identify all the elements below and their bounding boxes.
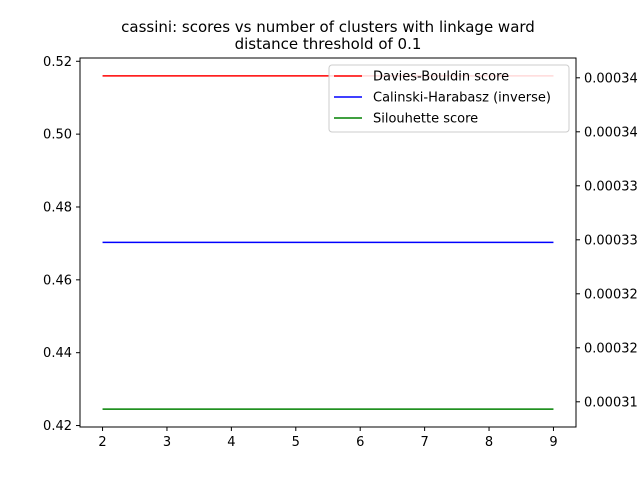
- y-left-tick-label: 0.46: [43, 273, 72, 288]
- legend: Davies-Bouldin score Calinski-Harabasz (i…: [328, 64, 570, 133]
- y-left-tick-label: 0.52: [43, 55, 72, 70]
- x-tick-label: 5: [292, 435, 300, 450]
- chart-title: cassini: scores vs number of clusters wi…: [121, 18, 535, 36]
- y-right-tick-label: 0.00033: [584, 233, 638, 248]
- y-left-tick-label: 0.42: [43, 419, 72, 434]
- x-tick-label: 4: [227, 435, 235, 450]
- y-right-tick-label: 0.00034: [584, 125, 638, 140]
- y-left-tick-label: 0.44: [43, 346, 72, 361]
- plot-frame: [79, 57, 577, 428]
- y-right-tick-label: 0.00034: [584, 71, 638, 86]
- legend-label-2: Silouhette score: [373, 112, 478, 127]
- x-tick-label: 3: [163, 435, 171, 450]
- legend-box: [328, 64, 570, 133]
- legend-label-0: Davies-Bouldin score: [373, 70, 509, 85]
- legend-label-1: Calinski-Harabasz (inverse): [373, 91, 551, 106]
- x-tick-label: 2: [98, 435, 106, 450]
- y-left-tick-label: 0.50: [43, 128, 72, 143]
- y-right-tick-label: 0.00031: [584, 395, 638, 410]
- x-tick-label: 8: [485, 435, 493, 450]
- x-tick-label: 6: [356, 435, 364, 450]
- y-axis-right: 0.00031 0.00032 0.00032 0.00033 0.00033 0.000…: [576, 71, 638, 410]
- y-right-tick-label: 0.00032: [584, 341, 638, 356]
- y-left-tick-label: 0.48: [43, 200, 72, 215]
- y-axis-left: 0.42 0.44 0.46 0.48 0.50 0.52: [43, 55, 80, 434]
- chart-subtitle: distance threshold of 0.1: [235, 35, 422, 53]
- x-tick-label: 9: [549, 435, 557, 450]
- x-tick-label: 7: [420, 435, 428, 450]
- x-axis: 2 3 4 5 6 7 8 9: [98, 427, 558, 450]
- y-right-tick-label: 0.00033: [584, 179, 638, 194]
- y-right-tick-label: 0.00032: [584, 287, 638, 302]
